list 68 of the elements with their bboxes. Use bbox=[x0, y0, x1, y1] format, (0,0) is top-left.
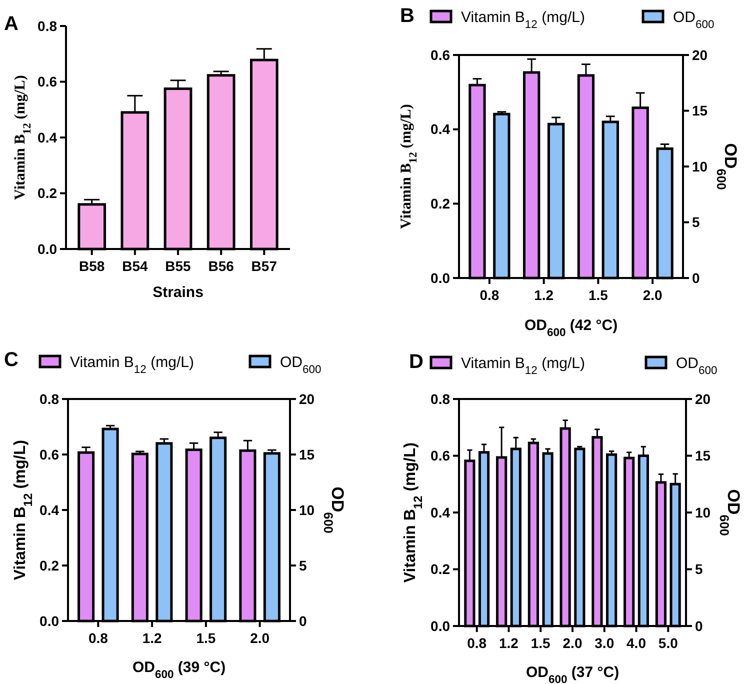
chart-title: D bbox=[409, 351, 424, 373]
y2-tick-label: 15 bbox=[695, 448, 711, 464]
y-tick-label: 0.0 bbox=[430, 618, 450, 634]
y-tick-label: 0.2 bbox=[38, 185, 58, 202]
x-tick-label: 4.0 bbox=[626, 635, 646, 651]
y2-tick-label: 15 bbox=[692, 102, 708, 119]
x-tick-label: 1.5 bbox=[196, 630, 216, 646]
x-tick-label: B54 bbox=[122, 258, 148, 274]
x-axis-title: Strains bbox=[152, 284, 204, 301]
y2-tick-label: 20 bbox=[299, 390, 315, 407]
chart-title: A bbox=[4, 13, 18, 35]
y-tick-label: 0.4 bbox=[430, 121, 450, 138]
y-tick-label: 0.6 bbox=[38, 74, 58, 90]
y2-tick-label: 10 bbox=[695, 504, 711, 520]
chart-title: B bbox=[400, 5, 414, 27]
x-tick-label: B58 bbox=[79, 258, 105, 274]
y2-tick-label: 5 bbox=[692, 214, 700, 230]
chart-title: C bbox=[4, 349, 18, 371]
y-tick-label: 0.4 bbox=[430, 504, 450, 520]
legend-label: Vitamin B$_{12}$ (mg/L) bbox=[70, 354, 194, 376]
y2-tick-label: 15 bbox=[299, 446, 315, 462]
x-tick-label: 0.8 bbox=[88, 630, 108, 646]
y-tick-label: 0.0 bbox=[38, 240, 58, 257]
x-axis-title: OD$_{600}$ (42 °C) bbox=[524, 317, 618, 339]
y2-tick-label: 0 bbox=[692, 270, 700, 286]
x-tick-label: 1.2 bbox=[499, 635, 519, 651]
y-tick-label: 0.4 bbox=[38, 129, 58, 146]
y-tick-label: 0.8 bbox=[430, 390, 450, 407]
legend-label: Vitamin B$_{12}$ (mg/L) bbox=[461, 355, 585, 377]
x-tick-label: B56 bbox=[208, 258, 234, 274]
y-tick-label: 0.4 bbox=[40, 502, 60, 518]
legend-label: OD$_{600}$ bbox=[673, 9, 714, 31]
x-tick-label: 1.5 bbox=[588, 287, 608, 303]
y-tick-label: 0.2 bbox=[430, 196, 450, 212]
x-axis-title: OD$_{600}$ (39 °C) bbox=[132, 659, 226, 681]
x-tick-label: 2.0 bbox=[562, 635, 582, 651]
x-tick-label: B55 bbox=[165, 258, 192, 274]
legend-label: Vitamin B$_{12}$ (mg/L) bbox=[461, 9, 585, 31]
x-tick-label: 3.0 bbox=[594, 635, 614, 651]
y2-tick-label: 0 bbox=[299, 612, 307, 629]
y-tick-label: 0.0 bbox=[40, 612, 60, 629]
x-tick-label: 0.8 bbox=[467, 635, 487, 651]
y-tick-label: 0.8 bbox=[40, 390, 60, 407]
y2-tick-label: 20 bbox=[692, 46, 708, 63]
x-tick-label: 0.8 bbox=[480, 287, 500, 303]
legend-label: OD$_{600}$ bbox=[280, 354, 322, 376]
y2-tick-label: 10 bbox=[299, 502, 315, 518]
y2-tick-label: 10 bbox=[692, 158, 708, 174]
x-tick-label: 2.0 bbox=[642, 287, 662, 303]
y2-tick-label: 0 bbox=[695, 618, 703, 634]
y-tick-label: 0.6 bbox=[430, 448, 450, 464]
x-axis-title: OD$_{600}$ (37 °C) bbox=[526, 664, 620, 684]
x-tick-label: 2.0 bbox=[250, 630, 270, 646]
y2-tick-label: 20 bbox=[695, 390, 711, 407]
y2-tick-label: 5 bbox=[695, 561, 703, 578]
y-tick-label: 0.6 bbox=[40, 446, 60, 462]
y2-tick-label: 5 bbox=[299, 557, 307, 574]
x-tick-label: 5.0 bbox=[658, 635, 678, 651]
y-tick-label: 0.8 bbox=[38, 18, 58, 34]
legend-label: OD$_{600}$ bbox=[676, 355, 718, 377]
y-tick-label: 0.6 bbox=[430, 46, 450, 63]
y-tick-label: 0.2 bbox=[40, 557, 60, 574]
x-tick-label: 1.2 bbox=[534, 287, 554, 303]
x-tick-label: 1.5 bbox=[530, 635, 551, 651]
y-tick-label: 0.0 bbox=[430, 270, 450, 286]
x-tick-label: 1.2 bbox=[142, 630, 162, 646]
x-tick-label: B57 bbox=[251, 258, 278, 274]
y-tick-label: 0.2 bbox=[430, 561, 450, 578]
